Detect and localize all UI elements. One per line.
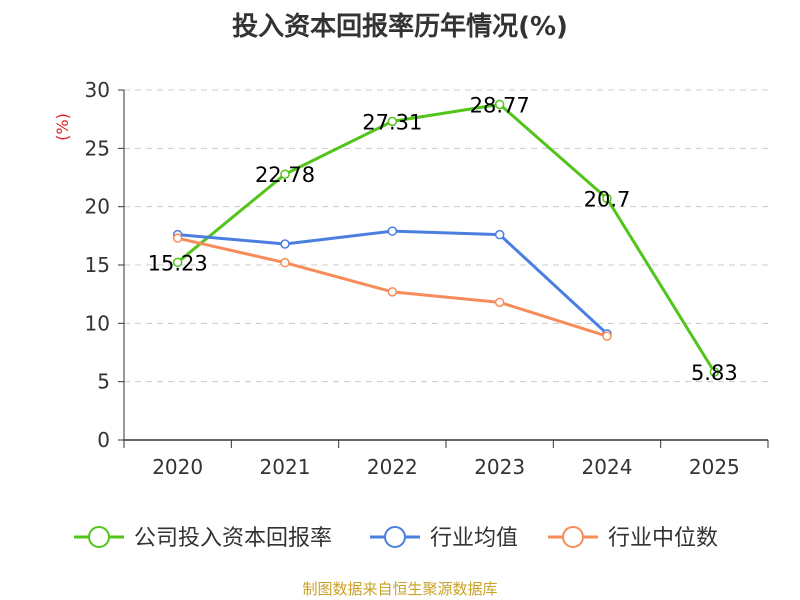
grid-lines xyxy=(124,89,768,383)
data-point xyxy=(602,331,612,341)
legend-item-0: 公司投入资本回报率 xyxy=(74,526,332,551)
series-line-1 xyxy=(177,229,609,335)
legend-marker xyxy=(562,526,584,548)
legend-label: 行业均值 xyxy=(430,526,518,551)
y-tick-label: 5 xyxy=(97,370,110,394)
data-point xyxy=(172,233,183,243)
data-point xyxy=(709,367,720,377)
series-line-0 xyxy=(176,102,716,373)
data-point xyxy=(280,257,290,268)
source-note: 制图数据来自恒生聚源数据库 xyxy=(302,580,498,598)
data-label: 5.83 xyxy=(691,361,738,385)
legend-marker xyxy=(384,526,406,548)
data-label: 20.7 xyxy=(584,188,631,212)
x-tick-label: 2024 xyxy=(582,455,633,479)
y-tick-label: 30 xyxy=(85,78,110,102)
x-tick-label: 2023 xyxy=(474,455,525,479)
y-tick-label: 15 xyxy=(85,253,110,277)
y-tick-label: 0 xyxy=(97,428,110,452)
y-tick-label: 25 xyxy=(85,136,110,160)
data-label: 15.23 xyxy=(148,251,208,275)
legend-marker xyxy=(88,526,110,548)
data-point xyxy=(387,287,398,297)
legend: 公司投入资本回报率 行业均值 行业中位数 xyxy=(74,526,718,551)
x-tick-label: 2020 xyxy=(152,455,203,479)
data-label: 22.78 xyxy=(255,163,315,187)
x-tick-label: 2021 xyxy=(260,455,311,479)
legend-item-2: 行业中位数 xyxy=(548,526,718,551)
data-point xyxy=(602,193,612,204)
data-point xyxy=(280,169,290,179)
data-point xyxy=(387,116,398,127)
x-tick-label: 2025 xyxy=(689,455,740,479)
y-axis-label: (%) xyxy=(53,113,72,141)
y-tick-label: 10 xyxy=(85,311,110,335)
data-label: 28.77 xyxy=(470,93,530,117)
data-point xyxy=(172,257,183,268)
data-point xyxy=(280,239,290,249)
legend-label: 公司投入资本回报率 xyxy=(134,526,332,551)
data-point xyxy=(494,229,505,240)
data-point xyxy=(494,297,505,308)
data-labels: 15.23 22.78 27.31 28.77 20.7 5.83 xyxy=(148,93,738,385)
data-point xyxy=(387,226,398,236)
y-tick-label: 20 xyxy=(85,195,110,219)
data-point xyxy=(494,99,505,110)
legend-item-1: 行业均值 xyxy=(370,526,518,551)
x-tick-label: 2022 xyxy=(367,455,418,479)
data-label: 27.31 xyxy=(362,110,422,134)
legend-label: 行业中位数 xyxy=(608,526,718,551)
chart-title: 投入资本回报率历年情况(%) xyxy=(232,12,568,42)
series-lines xyxy=(172,99,720,377)
